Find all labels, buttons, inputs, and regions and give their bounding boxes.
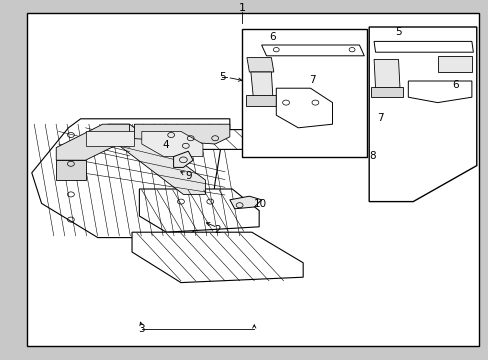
Polygon shape [245, 95, 276, 106]
Polygon shape [407, 81, 471, 103]
Text: 7: 7 [376, 113, 383, 123]
Text: 3: 3 [138, 324, 145, 334]
Polygon shape [246, 58, 273, 72]
Polygon shape [368, 27, 476, 202]
Text: 10: 10 [254, 199, 266, 210]
Polygon shape [229, 196, 261, 209]
Polygon shape [163, 130, 325, 149]
Polygon shape [373, 59, 399, 88]
Polygon shape [370, 87, 403, 97]
Polygon shape [373, 41, 472, 52]
Polygon shape [139, 189, 259, 232]
Polygon shape [132, 232, 303, 283]
Text: 4: 4 [162, 140, 168, 150]
Text: 8: 8 [368, 150, 375, 161]
Polygon shape [250, 72, 272, 97]
Polygon shape [107, 124, 205, 194]
Polygon shape [276, 88, 332, 128]
Bar [242, 29, 366, 157]
Polygon shape [290, 133, 322, 149]
Polygon shape [437, 56, 471, 72]
Polygon shape [85, 131, 134, 146]
Text: 6: 6 [269, 32, 276, 42]
Polygon shape [261, 45, 364, 56]
Polygon shape [142, 131, 203, 157]
Text: 5: 5 [219, 72, 225, 82]
Polygon shape [134, 124, 229, 144]
Text: 7: 7 [308, 75, 315, 85]
Polygon shape [173, 151, 193, 167]
Text: 9: 9 [185, 171, 192, 181]
Text: 1: 1 [238, 3, 245, 13]
Text: 5: 5 [394, 27, 401, 37]
Polygon shape [32, 119, 229, 238]
Text: 2: 2 [214, 225, 221, 235]
Polygon shape [56, 124, 129, 160]
Text: 6: 6 [451, 80, 458, 90]
Polygon shape [56, 160, 85, 180]
